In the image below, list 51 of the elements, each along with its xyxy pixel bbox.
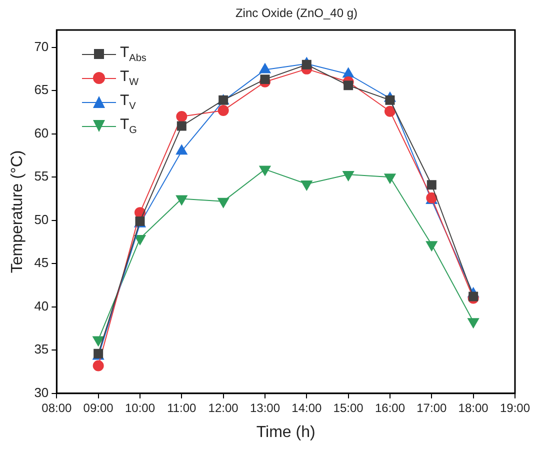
- y-tick-label: 50: [34, 212, 49, 227]
- point: [384, 106, 396, 117]
- legend-label: T$_{W}$: [120, 68, 139, 88]
- x-tick-label: 10:00: [124, 400, 156, 415]
- x-tick-label: 15:00: [333, 400, 364, 415]
- x-tick-label: 17:00: [416, 400, 447, 415]
- point: [218, 198, 230, 208]
- x-tick-label: 12:00: [208, 400, 239, 415]
- point: [302, 60, 312, 70]
- point: [176, 121, 186, 131]
- point: [176, 195, 188, 206]
- x-tick-label: 14:00: [292, 400, 322, 415]
- point: [176, 111, 188, 122]
- y-tick-label: 60: [34, 125, 49, 140]
- x-tick-label: 19:00: [500, 400, 530, 415]
- legend-label: T$_{V}$: [120, 92, 136, 112]
- point: [342, 68, 354, 78]
- point: [134, 235, 146, 246]
- y-tick-label: 40: [34, 298, 49, 314]
- legend-label: T$_{Abs}$: [120, 44, 146, 64]
- point: [218, 104, 229, 116]
- point: [468, 292, 478, 302]
- point: [342, 170, 354, 181]
- y-tick-label: 45: [34, 255, 49, 270]
- point: [300, 180, 312, 191]
- x-axis-title: Time (h): [256, 424, 316, 441]
- y-tick-label: 55: [34, 168, 49, 184]
- point: [344, 80, 354, 90]
- legend-label: T$_{G}$: [120, 116, 137, 136]
- point: [259, 63, 271, 74]
- y-tick-label: 65: [34, 82, 49, 98]
- point: [468, 318, 480, 328]
- y-tick-label: 70: [34, 38, 49, 54]
- x-tick-label: 11:00: [167, 400, 197, 415]
- x-tick-label: 16:00: [374, 400, 406, 415]
- point: [426, 180, 436, 190]
- point: [426, 241, 438, 252]
- y-tick-label: 30: [34, 384, 49, 400]
- point: [92, 360, 104, 372]
- x-tick-label: 18:00: [458, 400, 489, 415]
- y-tick-label: 35: [34, 342, 49, 357]
- point: [259, 166, 271, 176]
- point: [92, 336, 104, 346]
- point: [385, 95, 395, 105]
- x-tick-label: 13:00: [250, 400, 280, 415]
- point: [260, 74, 270, 84]
- chart-title: Zinc Oxide (ZnO_40 g): [234, 6, 359, 20]
- x-tick-label: 08:00: [42, 400, 72, 415]
- y-axis-title: Temperature (°C): [9, 150, 26, 274]
- point: [384, 174, 396, 184]
- x-tick-label: 09:00: [83, 400, 114, 415]
